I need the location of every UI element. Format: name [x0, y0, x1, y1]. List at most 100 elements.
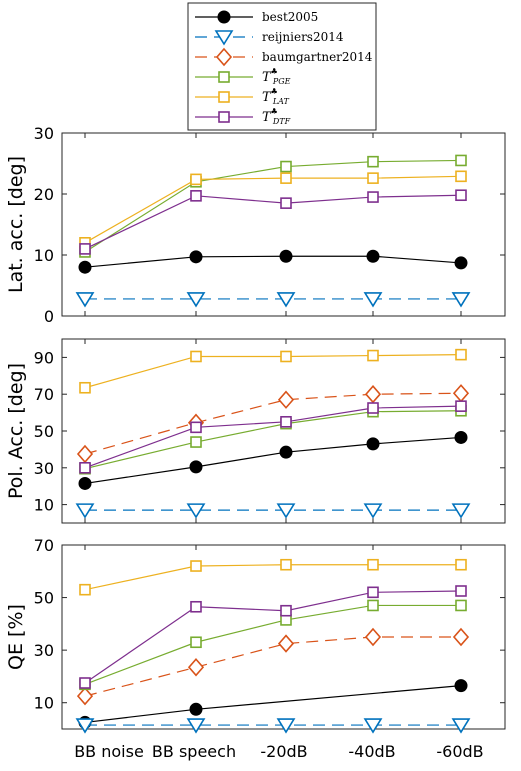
legend-item-best2005: best2005	[195, 10, 318, 24]
data-point	[366, 437, 380, 451]
series-reijniers2014	[75, 503, 471, 519]
series-tpge	[79, 599, 467, 691]
y-axis-label: QE [%]	[5, 604, 27, 670]
y-tick-label: 50	[34, 422, 54, 441]
data-point	[277, 634, 295, 653]
data-point	[363, 503, 383, 519]
data-point	[75, 718, 95, 734]
data-point	[78, 476, 92, 490]
series-tlat	[79, 558, 467, 596]
data-point	[280, 197, 292, 209]
data-point	[190, 636, 202, 649]
data-point	[280, 172, 292, 184]
data-point	[452, 627, 470, 647]
series-line	[84, 354, 462, 389]
y-axis-label: Pol. Acc. [deg]	[5, 363, 27, 499]
x-tick-label: BB speech	[152, 742, 236, 761]
series-tpge	[79, 404, 467, 475]
series-tlat	[79, 170, 467, 249]
data-point	[367, 172, 379, 184]
data-point	[367, 558, 379, 571]
series-line	[84, 436, 462, 485]
y-tick-label: 10	[34, 246, 54, 265]
y-tick-label: 10	[34, 496, 54, 515]
data-point	[276, 718, 296, 734]
data-point	[186, 503, 206, 519]
data-point	[363, 292, 383, 308]
data-point	[279, 249, 293, 263]
x-tick-label: BB noise	[74, 742, 144, 761]
series-line	[84, 194, 462, 250]
y-tick-label: 0	[44, 307, 54, 326]
data-point	[190, 436, 202, 448]
plot-frame	[61, 338, 506, 524]
series-line	[84, 159, 462, 253]
legend-marker	[214, 30, 234, 46]
series-line	[84, 410, 462, 470]
data-point	[79, 677, 91, 689]
data-point	[455, 189, 467, 202]
data-point	[455, 558, 467, 571]
y-tick-label: 30	[34, 459, 54, 478]
data-point	[454, 256, 468, 270]
plot-frame	[61, 132, 506, 317]
legend-label: reijniers2014	[262, 30, 344, 44]
data-point	[280, 558, 292, 571]
legend-label: baumgartner2014	[262, 50, 373, 64]
series-tdtf	[79, 585, 467, 689]
data-point	[76, 444, 94, 464]
legend-box	[187, 2, 377, 131]
y-tick-label: 70	[34, 385, 54, 404]
data-point	[452, 384, 470, 403]
legend: best2005 reijniers2014 baumgartner2014 T♣ PG…	[187, 2, 377, 131]
legend-marker	[217, 10, 231, 24]
legend-item-baumgartner2014: baumgartner2014	[195, 47, 373, 67]
data-point	[76, 686, 94, 706]
data-point	[190, 190, 202, 202]
data-point	[367, 155, 379, 168]
data-point	[451, 718, 471, 734]
data-point	[75, 292, 95, 308]
series-baumgartner2014	[76, 384, 470, 464]
data-point	[280, 604, 292, 617]
legend-label: T♣ LAT	[262, 87, 289, 106]
series-line	[84, 636, 461, 697]
data-point	[276, 503, 296, 519]
legend-item-tlat: T♣ LAT	[195, 87, 289, 106]
legend-item-tdtf: T♣ DTF	[195, 107, 291, 126]
series-baumgartner2014	[76, 627, 470, 706]
data-point	[367, 402, 379, 414]
series-best2005	[78, 679, 468, 729]
data-point	[78, 260, 92, 274]
panel-3: 10 30 50 70 QE [%]	[5, 536, 506, 734]
legend-item-reijniers2014: reijniers2014	[195, 30, 344, 46]
data-point	[187, 658, 205, 677]
data-point	[454, 679, 468, 693]
data-point	[79, 583, 91, 596]
data-point	[367, 586, 379, 599]
data-point	[186, 292, 206, 308]
data-point	[367, 191, 379, 203]
data-point	[366, 249, 380, 263]
data-point	[190, 173, 202, 186]
y-tick-label: 50	[34, 589, 54, 608]
data-point	[190, 421, 202, 434]
series-best2005	[78, 249, 468, 274]
data-point	[451, 292, 471, 308]
series-reijniers2014	[75, 718, 471, 734]
data-point	[455, 154, 467, 167]
y-axis-label: Lat. acc. [deg]	[5, 156, 27, 293]
data-point	[367, 349, 379, 362]
data-point	[280, 350, 292, 363]
x-tick-label: -40dB	[348, 742, 395, 761]
series-best2005	[78, 430, 468, 490]
y-tick-label: 90	[34, 348, 54, 367]
series-line	[84, 405, 462, 469]
data-point	[276, 292, 296, 308]
data-point	[186, 718, 206, 734]
data-point	[277, 390, 295, 409]
legend-marker	[218, 111, 230, 123]
y-tick-label: 30	[34, 124, 54, 143]
series-line	[84, 392, 462, 455]
